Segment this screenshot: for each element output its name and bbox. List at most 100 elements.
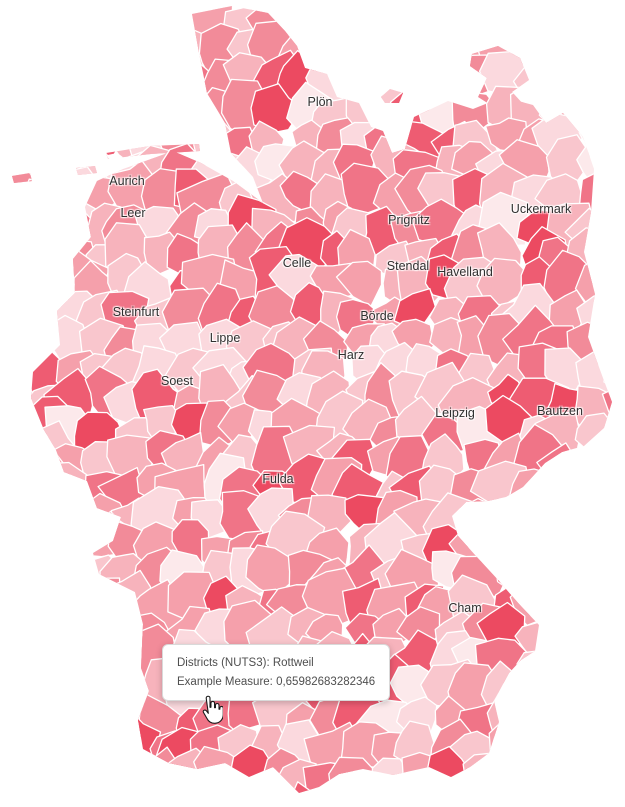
district-cell[interactable]: [18, 564, 81, 626]
district-cell[interactable]: [367, 0, 413, 22]
district-cell[interactable]: [605, 730, 625, 772]
district-cell[interactable]: [544, 457, 597, 503]
district-cell[interactable]: [418, 51, 474, 102]
district-cell[interactable]: [519, 488, 567, 541]
district-cell[interactable]: [21, 0, 61, 15]
district-cell[interactable]: [482, 0, 533, 28]
district-cell[interactable]: [482, 747, 536, 799]
district-cell[interactable]: [0, 106, 35, 156]
district-cell[interactable]: [0, 0, 32, 14]
district-cell[interactable]: [21, 141, 78, 202]
district-cell[interactable]: [0, 226, 34, 276]
district-cell[interactable]: [476, 773, 523, 807]
district-cell[interactable]: [542, 2, 587, 47]
district-cell[interactable]: [546, 692, 594, 737]
district-cell[interactable]: [393, 787, 436, 807]
district-cell[interactable]: [0, 467, 36, 505]
district-cell[interactable]: [573, 588, 618, 631]
district-cell[interactable]: [14, 241, 58, 277]
district-cell[interactable]: [546, 530, 584, 573]
district-cell[interactable]: [0, 722, 36, 766]
district-cell[interactable]: [15, 39, 62, 89]
district-cell[interactable]: [12, 56, 56, 99]
district-cell[interactable]: [0, 81, 45, 124]
district-cell[interactable]: [69, 577, 122, 622]
district-cell[interactable]: [548, 26, 599, 76]
district-cell[interactable]: [516, 649, 558, 688]
district-cell[interactable]: [546, 539, 601, 598]
district-cell[interactable]: [18, 312, 59, 358]
district-cell[interactable]: [38, 55, 88, 101]
district-cell[interactable]: [47, 602, 105, 656]
district-cell[interactable]: [26, 120, 66, 174]
district-cell[interactable]: [337, 35, 384, 79]
district-cell[interactable]: [335, 260, 383, 308]
district-cell[interactable]: [431, 0, 477, 40]
district-cell[interactable]: [456, 2, 504, 49]
district-cell[interactable]: [539, 715, 595, 772]
district-cell[interactable]: [97, 52, 153, 104]
district-cell[interactable]: [503, 0, 565, 53]
district-cell[interactable]: [0, 642, 43, 696]
district-cell[interactable]: [592, 77, 625, 126]
district-cell[interactable]: [66, 693, 116, 736]
district-cell[interactable]: [79, 88, 137, 137]
district-cell[interactable]: [155, 778, 215, 807]
district-cell[interactable]: [598, 261, 625, 307]
district-cell[interactable]: [14, 601, 60, 643]
district-cell[interactable]: [128, 776, 180, 807]
district-cell[interactable]: [572, 726, 619, 770]
district-cell[interactable]: [338, 0, 382, 45]
district-cell[interactable]: [0, 492, 39, 541]
district-cell[interactable]: [536, 788, 580, 807]
district-cell[interactable]: [23, 85, 59, 129]
district-cell[interactable]: [44, 121, 86, 157]
district-cell[interactable]: [597, 516, 625, 567]
district-cell[interactable]: [598, 673, 625, 718]
district-cell[interactable]: [17, 723, 56, 770]
district-cell[interactable]: [72, 49, 121, 103]
district-cell[interactable]: [110, 0, 156, 18]
district-cell[interactable]: [50, 30, 103, 74]
district-cell[interactable]: [504, 669, 554, 725]
district-cell[interactable]: [0, 38, 33, 102]
district-cell[interactable]: [42, 529, 87, 576]
district-cell[interactable]: [12, 673, 63, 727]
district-cell[interactable]: [446, 0, 501, 13]
district-cell[interactable]: [0, 149, 36, 195]
district-cell[interactable]: [0, 396, 28, 447]
district-cell[interactable]: [504, 0, 560, 25]
district-cell[interactable]: [592, 63, 625, 110]
district-cell[interactable]: [391, 0, 442, 12]
district-cell[interactable]: [281, 0, 330, 37]
district-cell[interactable]: [573, 545, 621, 589]
district-cell[interactable]: [283, 781, 330, 807]
district-cell[interactable]: [312, 0, 357, 21]
district-cell[interactable]: [0, 608, 48, 671]
district-cell[interactable]: [142, 34, 182, 78]
district-cell[interactable]: [566, 699, 624, 750]
district-cell[interactable]: [305, 22, 367, 79]
district-cell[interactable]: [603, 780, 625, 807]
district-cell[interactable]: [0, 439, 43, 493]
district-cell[interactable]: [20, 623, 77, 676]
district-cell[interactable]: [488, 719, 532, 768]
district-cell[interactable]: [36, 684, 100, 743]
district-cell[interactable]: [39, 491, 92, 541]
district-cell[interactable]: [481, 0, 528, 44]
district-cell[interactable]: [0, 353, 32, 400]
district-cell[interactable]: [48, 136, 100, 190]
district-cell[interactable]: [567, 78, 612, 127]
district-cell[interactable]: [559, 461, 619, 511]
district-cell[interactable]: [449, 778, 498, 807]
district-cell[interactable]: [45, 719, 107, 785]
district-cell[interactable]: [605, 220, 625, 272]
district-cell[interactable]: [77, 785, 131, 807]
district-cell[interactable]: [9, 488, 67, 542]
district-cell[interactable]: [603, 288, 625, 347]
district-cell[interactable]: [43, 664, 94, 715]
district-cell[interactable]: [82, 112, 122, 158]
district-cell[interactable]: [41, 788, 89, 807]
district-cell[interactable]: [0, 31, 34, 78]
district-cell[interactable]: [404, 0, 451, 49]
